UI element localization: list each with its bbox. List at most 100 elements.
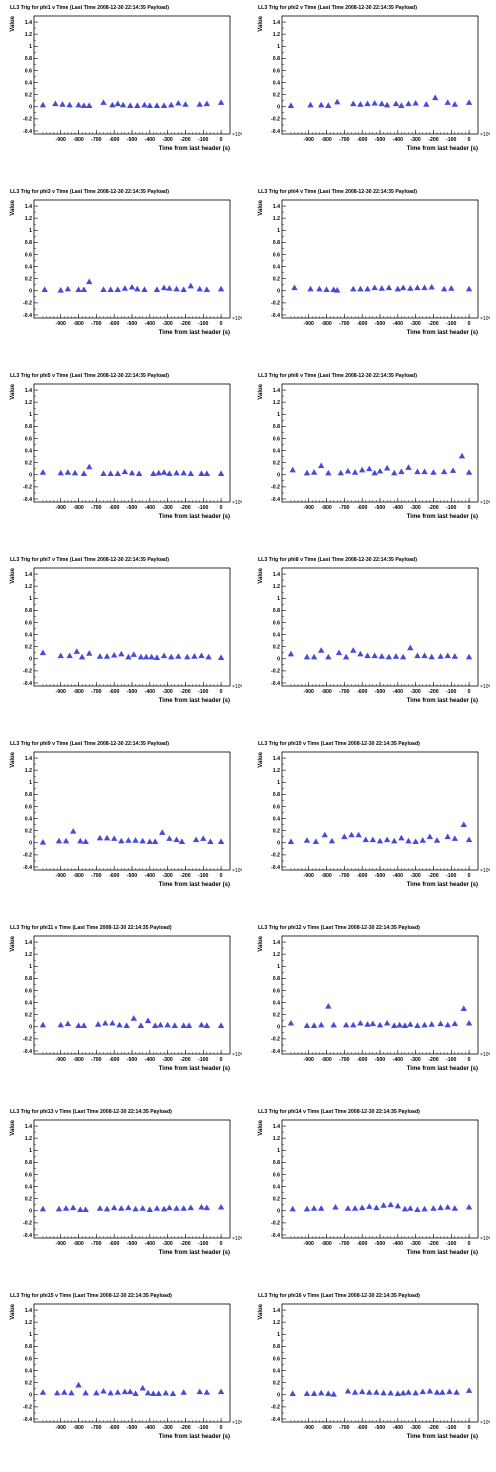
x-tick-label: -500 xyxy=(127,1241,137,1247)
chart-panel-2: LL3 Trig for phi2 v Time (Last Time 2008… xyxy=(258,5,490,152)
x-tick-label: -100 xyxy=(446,1057,456,1063)
data-point xyxy=(451,1020,459,1027)
y-tick-label: 0.8 xyxy=(25,1160,32,1166)
data-point xyxy=(160,284,168,291)
data-point xyxy=(107,286,114,292)
y-tick-label: -0.4 xyxy=(23,313,32,319)
y-tick-label: -0.2 xyxy=(271,1221,280,1227)
data-point xyxy=(82,1206,89,1212)
x-tick-label: -200 xyxy=(180,873,190,879)
y-tick-label: -0.2 xyxy=(271,669,280,675)
data-point xyxy=(310,653,318,660)
x-tick-label: -600 xyxy=(109,505,119,511)
data-point xyxy=(162,1389,170,1396)
x-axis-label: Time from last header (s) xyxy=(159,882,230,888)
chart-title: LL3 Trig for phi5 v Time (Last Time 2008… xyxy=(10,373,169,379)
data-point xyxy=(428,1021,435,1027)
y-tick-label: 0.8 xyxy=(25,424,32,430)
data-point xyxy=(143,653,150,660)
y-tick-label: 0.6 xyxy=(25,1356,32,1362)
data-point xyxy=(203,1389,211,1395)
x-tick-label: -100 xyxy=(446,321,456,327)
data-point xyxy=(407,1021,414,1027)
data-point xyxy=(217,654,225,660)
data-point xyxy=(369,836,377,843)
y-tick-label: 0.6 xyxy=(25,804,32,810)
data-point xyxy=(323,286,330,292)
y-tick-label: 1.4 xyxy=(25,1308,32,1314)
data-point xyxy=(318,462,325,469)
y-tick-label: -0.2 xyxy=(23,853,32,859)
y-tick-label: 0 xyxy=(277,1393,280,1399)
y-axis-label: Value xyxy=(10,1303,16,1319)
x-tick-label: -500 xyxy=(127,1425,137,1431)
data-point xyxy=(465,99,473,105)
y-tick-label: 1.4 xyxy=(273,388,280,394)
y-tick-label: 1.4 xyxy=(273,1124,280,1130)
y-axis-label: Value xyxy=(258,567,264,583)
x-tick-label: -700 xyxy=(339,137,349,143)
data-point xyxy=(362,836,369,843)
x-tick-label: -400 xyxy=(145,1241,155,1247)
data-point xyxy=(310,469,318,475)
y-axis-label: Value xyxy=(258,199,264,215)
y-tick-label: 1 xyxy=(29,964,32,970)
x-tick-label: 0 xyxy=(220,689,223,695)
chart-panel-13: LL3 Trig for phi13 v Time (Last Time 200… xyxy=(10,1109,242,1256)
y-tick-label: 1.2 xyxy=(273,1320,280,1326)
data-point xyxy=(430,469,437,475)
y-tick-label: 1.2 xyxy=(273,400,280,406)
y-axis-label: Value xyxy=(258,1119,264,1135)
y-tick-label: 1.2 xyxy=(25,1136,32,1142)
data-point xyxy=(39,1389,47,1395)
chart-panel-10: LL3 Trig for phi10 v Time (Last Time 200… xyxy=(258,741,490,888)
data-point xyxy=(373,1204,380,1211)
y-tick-label: -0.2 xyxy=(271,1037,280,1043)
chart-title: LL3 Trig for phi4 v Time (Last Time 2008… xyxy=(258,189,417,195)
data-point xyxy=(187,282,194,289)
data-point xyxy=(203,1022,211,1028)
y-tick-label: 1 xyxy=(277,964,280,970)
y-tick-label: 1.4 xyxy=(273,20,280,26)
x-tick-label: -600 xyxy=(357,1241,367,1247)
data-point xyxy=(310,1390,318,1396)
data-point xyxy=(160,1205,168,1212)
x-tick-label: -300 xyxy=(410,1057,420,1063)
x-tick-label: -800 xyxy=(321,137,331,143)
data-point xyxy=(394,1202,402,1209)
data-point xyxy=(100,1387,107,1394)
x-axis-label: Time from last header (s) xyxy=(407,1250,478,1256)
x-tick-label: -200 xyxy=(428,689,438,695)
data-point xyxy=(303,1205,311,1212)
data-point xyxy=(86,278,93,285)
data-point xyxy=(332,1203,339,1210)
data-point xyxy=(421,284,428,291)
y-tick-label: 0.8 xyxy=(273,424,280,430)
data-point xyxy=(407,644,414,651)
x-tick-label: -300 xyxy=(410,1241,420,1247)
y-tick-label: 1.4 xyxy=(25,20,32,26)
data-point xyxy=(200,835,207,841)
x-tick-label: -400 xyxy=(393,1241,403,1247)
x-tick-label: -500 xyxy=(127,505,137,511)
x-tick-label: -500 xyxy=(127,873,137,879)
chart-title: LL3 Trig for phi6 v Time (Last Time 2008… xyxy=(258,373,417,379)
y-tick-label: 1.4 xyxy=(25,572,32,578)
data-point xyxy=(64,1020,72,1027)
x-tick-label: -700 xyxy=(91,1057,101,1063)
y-tick-label: 0.2 xyxy=(25,644,32,650)
data-point xyxy=(180,1205,187,1211)
x-tick-label: -900 xyxy=(304,137,314,143)
y-tick-label: 0.6 xyxy=(25,620,32,626)
x-tick-label: -700 xyxy=(91,137,101,143)
data-point xyxy=(146,1206,154,1212)
data-point xyxy=(451,835,459,841)
y-tick-label: -0.4 xyxy=(271,681,280,687)
y-tick-label: -0.2 xyxy=(23,669,32,675)
y-tick-label: 0 xyxy=(29,657,32,663)
x-tick-label: 0 xyxy=(220,321,223,327)
data-point xyxy=(303,1390,311,1396)
chart-title: LL3 Trig for phi2 v Time (Last Time 2008… xyxy=(258,5,417,11)
y-tick-label: 0.4 xyxy=(25,632,32,638)
y-tick-label: 0.2 xyxy=(25,828,32,834)
